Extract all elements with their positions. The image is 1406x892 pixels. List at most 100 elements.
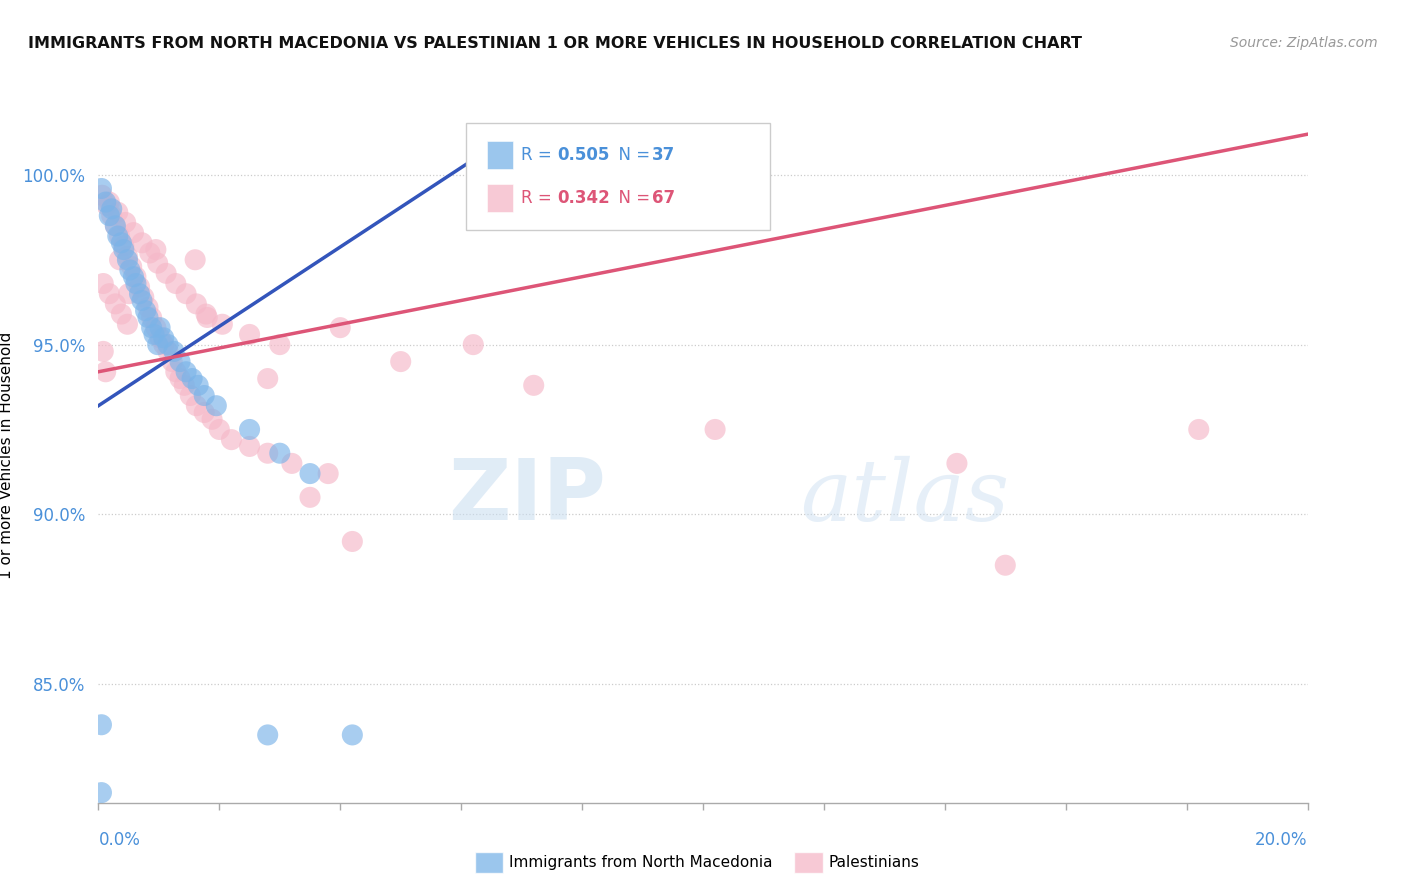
Point: [208, 422, 231, 436]
Point: [523, 378, 546, 392]
Point: [108, 229, 131, 244]
Point: [136, 310, 159, 325]
Point: [1188, 422, 1211, 436]
Point: [91, 277, 114, 291]
Y-axis label: 1 or more Vehicles in Household: 1 or more Vehicles in Household: [0, 331, 14, 579]
Point: [94, 365, 117, 379]
Text: 0.342: 0.342: [558, 189, 610, 207]
Point: [100, 209, 122, 223]
Text: N =: N =: [609, 146, 655, 164]
Point: [122, 269, 145, 284]
Point: [114, 215, 136, 229]
Point: [160, 354, 183, 368]
Point: [131, 293, 153, 308]
Point: [112, 243, 135, 257]
Text: Immigrants from North Macedonia: Immigrants from North Macedonia: [509, 855, 772, 870]
Point: [149, 331, 172, 345]
Point: [100, 202, 122, 216]
Point: [179, 388, 201, 402]
Point: [174, 365, 197, 379]
Point: [90, 847, 112, 861]
Point: [132, 290, 155, 304]
Point: [118, 263, 141, 277]
Point: [107, 229, 129, 244]
Point: [139, 246, 162, 260]
Point: [211, 318, 233, 332]
Point: [342, 728, 364, 742]
Point: [155, 266, 177, 280]
Point: [169, 354, 191, 368]
Point: [90, 181, 112, 195]
Point: [104, 297, 127, 311]
Point: [201, 412, 224, 426]
Point: [141, 310, 163, 325]
Text: R =: R =: [522, 189, 557, 207]
Point: [98, 209, 121, 223]
Point: [110, 235, 132, 250]
Point: [256, 728, 278, 742]
Point: [169, 371, 191, 385]
Point: [389, 354, 412, 368]
Point: [125, 277, 148, 291]
Point: [156, 337, 179, 351]
Point: [269, 446, 291, 460]
Text: 67: 67: [652, 189, 675, 207]
Point: [186, 399, 208, 413]
Point: [91, 188, 114, 202]
Point: [239, 422, 262, 436]
Point: [156, 344, 179, 359]
Point: [136, 300, 159, 314]
Point: [165, 277, 187, 291]
Point: [98, 286, 121, 301]
Point: [90, 786, 112, 800]
Point: [463, 337, 485, 351]
Text: 37: 37: [652, 146, 675, 164]
Point: [195, 307, 218, 321]
Point: [135, 303, 157, 318]
Point: [174, 286, 197, 301]
Point: [173, 378, 195, 392]
Point: [112, 239, 135, 253]
Point: [125, 269, 148, 284]
Point: [704, 422, 727, 436]
Point: [143, 327, 166, 342]
Text: 0.505: 0.505: [558, 146, 610, 164]
Text: atlas: atlas: [800, 455, 1010, 538]
Point: [121, 260, 143, 274]
Point: [91, 344, 114, 359]
Point: [149, 320, 172, 334]
Text: ZIP: ZIP: [449, 455, 606, 538]
Point: [329, 320, 352, 334]
Point: [146, 337, 169, 351]
Point: [163, 344, 186, 359]
Point: [146, 256, 169, 270]
Point: [193, 405, 215, 419]
Point: [117, 318, 139, 332]
Point: [94, 195, 117, 210]
Point: [281, 457, 304, 471]
Point: [128, 286, 150, 301]
Point: [108, 252, 131, 267]
Point: [239, 327, 262, 342]
Text: IMMIGRANTS FROM NORTH MACEDONIA VS PALESTINIAN 1 OR MORE VEHICLES IN HOUSEHOLD C: IMMIGRANTS FROM NORTH MACEDONIA VS PALES…: [28, 36, 1083, 51]
Point: [946, 457, 969, 471]
Point: [256, 446, 278, 460]
Point: [110, 307, 132, 321]
Point: [165, 365, 187, 379]
Point: [131, 235, 153, 250]
Point: [186, 297, 208, 311]
Point: [342, 534, 364, 549]
Point: [256, 371, 278, 385]
Point: [117, 249, 139, 263]
Text: N =: N =: [609, 189, 655, 207]
Point: [184, 252, 207, 267]
Point: [145, 243, 167, 257]
Point: [104, 219, 127, 233]
Point: [187, 378, 209, 392]
Point: [269, 337, 291, 351]
Point: [299, 491, 322, 505]
Point: [181, 371, 204, 385]
Point: [90, 717, 112, 731]
Point: [316, 467, 339, 481]
Point: [98, 195, 121, 210]
